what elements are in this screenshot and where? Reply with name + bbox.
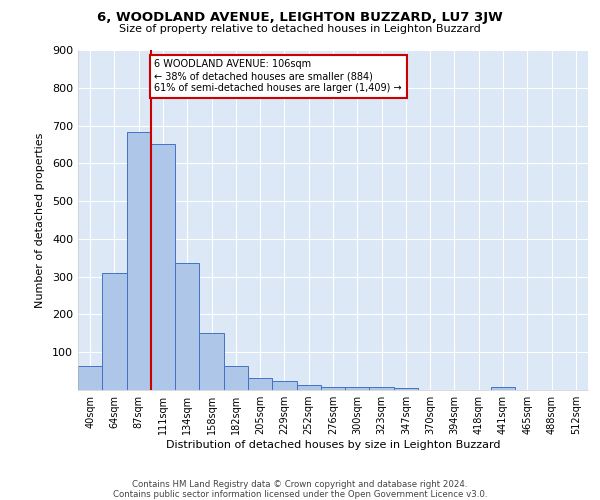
- Text: 6 WOODLAND AVENUE: 106sqm
← 38% of detached houses are smaller (884)
61% of semi: 6 WOODLAND AVENUE: 106sqm ← 38% of detac…: [155, 60, 402, 92]
- Bar: [199, 334, 224, 390]
- Y-axis label: Number of detached properties: Number of detached properties: [35, 132, 45, 308]
- Bar: [175, 264, 199, 390]
- Text: Size of property relative to detached houses in Leighton Buzzard: Size of property relative to detached ho…: [119, 24, 481, 34]
- Bar: [127, 132, 151, 390]
- Text: 6, WOODLAND AVENUE, LEIGHTON BUZZARD, LU7 3JW: 6, WOODLAND AVENUE, LEIGHTON BUZZARD, LU…: [97, 11, 503, 24]
- Text: Contains HM Land Registry data © Crown copyright and database right 2024.
Contai: Contains HM Land Registry data © Crown c…: [113, 480, 487, 499]
- Bar: [491, 388, 515, 390]
- Bar: [321, 386, 345, 390]
- Bar: [78, 366, 102, 390]
- Bar: [272, 381, 296, 390]
- Bar: [345, 386, 370, 390]
- X-axis label: Distribution of detached houses by size in Leighton Buzzard: Distribution of detached houses by size …: [166, 440, 500, 450]
- Bar: [248, 378, 272, 390]
- Bar: [370, 387, 394, 390]
- Bar: [224, 366, 248, 390]
- Bar: [151, 144, 175, 390]
- Bar: [394, 388, 418, 390]
- Bar: [102, 272, 127, 390]
- Bar: [296, 386, 321, 390]
